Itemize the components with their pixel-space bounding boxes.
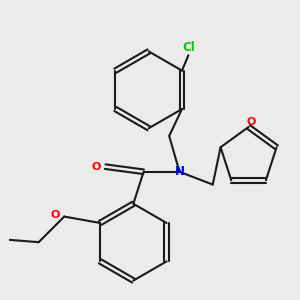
Text: O: O <box>51 210 60 220</box>
Text: N: N <box>174 165 184 178</box>
Text: O: O <box>246 117 256 127</box>
Text: Cl: Cl <box>182 41 195 54</box>
Text: O: O <box>92 162 101 172</box>
